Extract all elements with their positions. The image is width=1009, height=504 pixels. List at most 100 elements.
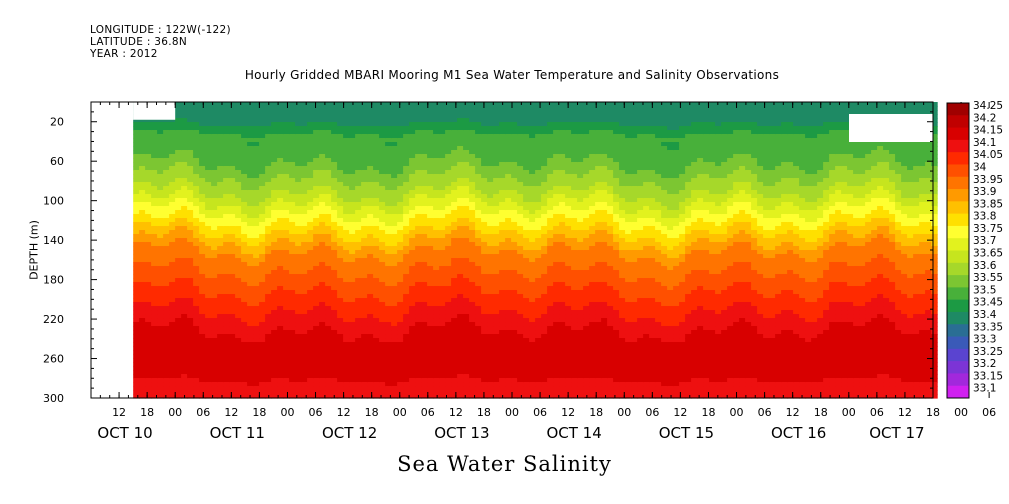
heatmap-cell xyxy=(373,370,380,375)
heatmap-cell xyxy=(409,194,416,199)
heatmap-cell xyxy=(139,334,146,339)
heatmap-cell xyxy=(277,114,284,119)
heatmap-cell xyxy=(217,234,224,239)
heatmap-cell xyxy=(241,338,248,343)
heatmap-cell xyxy=(163,302,170,307)
heatmap-cell xyxy=(511,314,518,319)
heatmap-cell xyxy=(481,226,488,231)
heatmap-cell xyxy=(367,366,374,371)
heatmap-cell xyxy=(229,386,236,391)
heatmap-cell xyxy=(223,190,230,195)
heatmap-cell xyxy=(511,238,518,243)
heatmap-cell xyxy=(175,262,182,267)
heatmap-cell xyxy=(253,354,260,359)
heatmap-cell xyxy=(163,206,170,211)
heatmap-cell xyxy=(349,382,356,387)
heatmap-cell xyxy=(235,346,242,351)
heatmap-cell xyxy=(271,322,278,327)
heatmap-cell xyxy=(493,118,500,123)
heatmap-cell xyxy=(367,126,374,131)
heatmap-cell xyxy=(211,278,218,283)
heatmap-cell xyxy=(139,230,146,235)
heatmap-cell xyxy=(223,214,230,219)
heatmap-cell xyxy=(169,226,176,231)
heatmap-cell xyxy=(295,314,302,319)
heatmap-cell xyxy=(487,314,494,319)
heatmap-cell xyxy=(415,110,422,115)
heatmap-cell xyxy=(307,258,314,263)
heatmap-cell xyxy=(499,194,506,199)
heatmap-cell xyxy=(373,334,380,339)
heatmap-cell xyxy=(133,134,140,139)
heatmap-cell xyxy=(199,146,206,151)
heatmap-cell xyxy=(355,186,362,191)
heatmap-cell xyxy=(247,330,254,335)
heatmap-cell xyxy=(241,210,248,215)
heatmap-cell xyxy=(481,374,488,379)
heatmap-cell xyxy=(451,350,458,355)
heatmap-cell xyxy=(187,270,194,275)
heatmap-cell xyxy=(181,146,188,151)
heatmap-cell xyxy=(205,158,212,163)
heatmap-cell xyxy=(313,138,320,143)
heatmap-cell xyxy=(211,118,218,123)
heatmap-cell xyxy=(145,186,152,191)
heatmap-cell xyxy=(487,182,494,187)
heatmap-cell xyxy=(499,150,506,155)
heatmap-cell xyxy=(343,254,350,259)
heatmap-cell xyxy=(367,194,374,199)
heatmap-cell xyxy=(439,190,446,195)
heatmap-cell xyxy=(163,266,170,271)
heatmap-cell xyxy=(313,230,320,235)
heatmap-cell xyxy=(295,150,302,155)
heatmap-cell xyxy=(445,390,452,395)
heatmap-cell xyxy=(403,134,410,139)
heatmap-cell xyxy=(433,226,440,231)
heatmap-cell xyxy=(313,262,320,267)
heatmap-cell xyxy=(301,390,308,395)
heatmap-cell xyxy=(169,382,176,387)
heatmap-cell xyxy=(397,314,404,319)
heatmap-cell xyxy=(145,218,152,223)
heatmap-cell xyxy=(379,370,386,375)
heatmap-cell xyxy=(187,186,194,191)
heatmap-cell xyxy=(457,150,464,155)
heatmap-cell xyxy=(157,386,164,391)
heatmap-cell xyxy=(469,362,476,367)
heatmap-cell xyxy=(523,218,530,223)
heatmap-cell xyxy=(295,350,302,355)
heatmap-cell xyxy=(319,162,326,167)
heatmap-cell xyxy=(289,374,296,379)
heatmap-cell xyxy=(145,230,152,235)
heatmap-cell xyxy=(397,174,404,179)
heatmap-cell xyxy=(403,378,410,383)
heatmap-cell xyxy=(331,370,338,375)
heatmap-cell xyxy=(445,266,452,271)
heatmap-cell xyxy=(421,306,428,311)
heatmap-cell xyxy=(391,246,398,251)
heatmap-cell xyxy=(433,274,440,279)
heatmap-cell xyxy=(517,106,524,111)
heatmap-cell xyxy=(463,266,470,271)
heatmap-cell xyxy=(469,234,476,239)
heatmap-cell xyxy=(307,330,314,335)
heatmap-cell xyxy=(439,110,446,115)
heatmap-cell xyxy=(271,170,278,175)
heatmap-cell xyxy=(313,254,320,259)
heatmap-cell xyxy=(133,166,140,171)
heatmap-cell xyxy=(493,154,500,159)
heatmap-cell xyxy=(481,190,488,195)
heatmap-cell xyxy=(307,318,314,323)
heatmap-cell xyxy=(379,222,386,227)
heatmap-cell xyxy=(457,382,464,387)
heatmap-cell xyxy=(397,214,404,219)
heatmap-cell xyxy=(199,206,206,211)
heatmap-cell xyxy=(487,266,494,271)
heatmap-cell xyxy=(145,166,152,171)
heatmap-cell xyxy=(391,338,398,343)
heatmap-cell xyxy=(355,246,362,251)
heatmap-cell xyxy=(187,174,194,179)
heatmap-cell xyxy=(265,370,272,375)
heatmap-cell xyxy=(157,242,164,247)
heatmap-cell xyxy=(445,282,452,287)
